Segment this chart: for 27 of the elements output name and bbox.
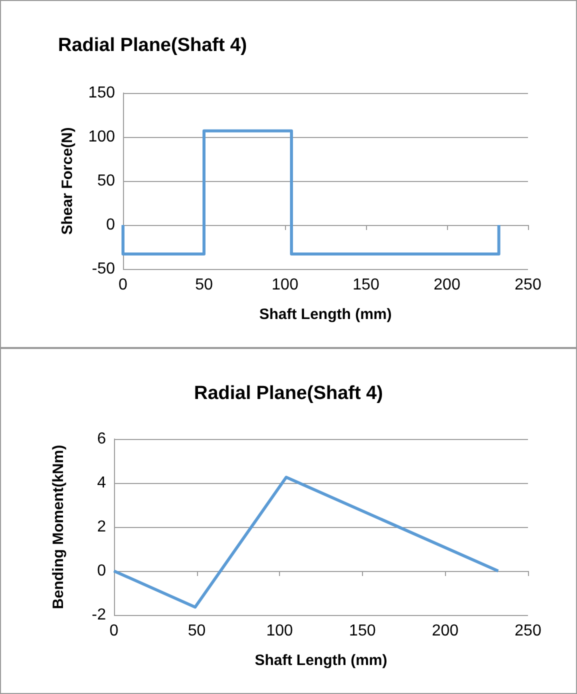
- y-tick-label: 150: [88, 84, 116, 102]
- y-tick-label: 0: [97, 562, 106, 580]
- y-tick-label: -2: [92, 606, 106, 624]
- x-tick-label: 150: [349, 622, 376, 640]
- y-tick-label: 100: [88, 128, 116, 146]
- y-tick-label: 6: [97, 430, 106, 448]
- chart-title: Radial Plane(Shaft 4): [58, 35, 247, 56]
- y-tick-label: -50: [92, 260, 116, 278]
- x-tick-label: 250: [514, 276, 542, 294]
- y-tick-label: 0: [106, 216, 116, 234]
- x-axis-title: Shaft Length (mm): [259, 306, 392, 323]
- x-tick-label: 200: [434, 276, 460, 294]
- x-tick-label: 100: [272, 276, 298, 294]
- x-tick-label: 150: [352, 276, 380, 294]
- x-tick-label: 0: [118, 276, 128, 294]
- y-tick-label: 4: [97, 474, 106, 492]
- chart-title: Radial Plane(Shaft 4): [194, 383, 383, 404]
- x-tick-label: 50: [188, 622, 206, 640]
- x-tick-label: 100: [266, 622, 294, 640]
- x-axis-title: Shaft Length (mm): [254, 652, 388, 669]
- x-tick-label: 50: [195, 276, 213, 294]
- y-axis-title: Bending Moment(kNm): [50, 444, 67, 610]
- x-tick-label: 250: [514, 622, 542, 640]
- x-tick-label: 200: [432, 622, 459, 640]
- y-axis-title: Shear Force(N): [59, 127, 76, 235]
- y-tick-label: 2: [97, 518, 106, 536]
- y-tick-label: 50: [97, 172, 116, 190]
